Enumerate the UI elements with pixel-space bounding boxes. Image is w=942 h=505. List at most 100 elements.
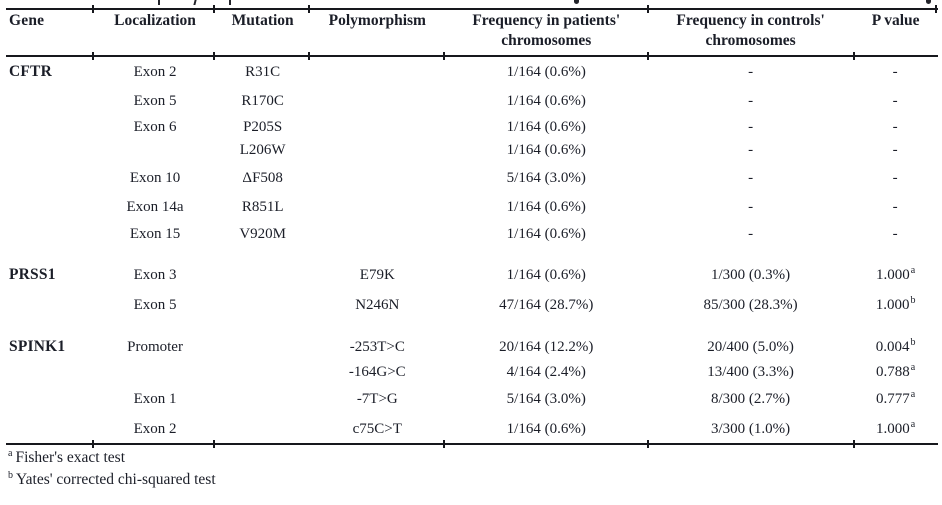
freq-controls-cell: 1/300 (0.3%) bbox=[711, 266, 791, 283]
p-value-cell: - bbox=[853, 170, 938, 187]
freq-patients-cell: 20/164 (12.2%) bbox=[499, 338, 594, 355]
table-row: Exon 5 R170C 1/164 (0.6%) - - bbox=[6, 87, 938, 115]
localization-cell: Exon 2 bbox=[133, 63, 177, 80]
p-value-text: - bbox=[892, 63, 898, 80]
header-freq-controls: Frequency in controls' chromosomes bbox=[676, 12, 825, 49]
column-boundary-tick bbox=[308, 5, 310, 13]
column-boundary-tick bbox=[853, 52, 855, 60]
header-rule bbox=[6, 52, 938, 60]
freq-controls-cell: - bbox=[748, 92, 754, 109]
column-boundary-tick bbox=[92, 52, 94, 60]
column-boundary-tick bbox=[647, 52, 649, 60]
table-row: Exon 6 P205S 1/164 (0.6%) - - bbox=[6, 115, 938, 139]
column-boundary-tick bbox=[308, 52, 310, 60]
p-value-footnote-marker: a bbox=[910, 418, 916, 430]
p-value-cell: 0.004b bbox=[853, 337, 938, 356]
caption-descender-fragment bbox=[574, 0, 579, 4]
mutation-cell: R851L bbox=[241, 199, 284, 215]
localization-cell: Exon 5 bbox=[133, 296, 177, 313]
polymorphism-cell: -164G>C bbox=[348, 364, 406, 380]
localization-cell: Exon 1 bbox=[133, 391, 177, 407]
table-row: L206W 1/164 (0.6%) - - bbox=[6, 139, 938, 162]
freq-patients-cell: 1/164 (0.6%) bbox=[506, 118, 586, 135]
caption-descender-fragment bbox=[193, 0, 197, 5]
column-boundary-tick bbox=[853, 440, 855, 448]
gene-cell: CFTR bbox=[9, 63, 52, 80]
p-value-cell: - bbox=[853, 142, 938, 159]
header-polymorphism: Polymorphism bbox=[328, 12, 426, 29]
localization-cell: Exon 6 bbox=[133, 118, 177, 135]
freq-controls-cell: - bbox=[748, 226, 754, 242]
freq-controls-cell: - bbox=[748, 142, 754, 158]
column-boundary-tick bbox=[443, 52, 445, 60]
mutation-cell: P205S bbox=[243, 118, 283, 135]
p-value-text: - bbox=[892, 92, 898, 109]
freq-patients-cell: 1/164 (0.6%) bbox=[506, 63, 586, 80]
localization-cell: Promoter bbox=[127, 338, 183, 355]
freq-controls-cell: 13/400 (3.3%) bbox=[707, 364, 794, 380]
p-value-text: 1.000 bbox=[876, 420, 910, 437]
column-boundary-tick bbox=[213, 52, 215, 60]
freq-patients-cell: 47/164 (28.7%) bbox=[499, 296, 594, 313]
p-value-text: 1.000 bbox=[875, 296, 910, 313]
p-value-cell: 0.788a bbox=[853, 362, 938, 381]
p-value-cell: 1.000a bbox=[853, 264, 938, 284]
p-value-cell: 0.777a bbox=[853, 390, 938, 408]
table-row: Exon 15 V920M 1/164 (0.6%) - - bbox=[6, 221, 938, 248]
column-boundary-tick bbox=[92, 440, 94, 448]
table-bottom-rule bbox=[6, 440, 938, 448]
p-value-cell: - bbox=[853, 226, 938, 243]
table-row: -164G>C 4/164 (2.4%) 13/400 (3.3%) 0.788… bbox=[6, 361, 938, 384]
table-body: CFTR Exon 2 R31C 1/164 (0.6%) - - Exon 5… bbox=[6, 57, 938, 443]
caption-descender-fragment bbox=[158, 0, 160, 5]
table-header-row: Gene Localization Mutation Polymorphism … bbox=[6, 11, 938, 51]
mutation-cell: ΔF508 bbox=[242, 169, 283, 186]
table-row: Exon 5 N246N 47/164 (28.7%) 85/300 (28.3… bbox=[6, 289, 938, 321]
freq-patients-cell: 1/164 (0.6%) bbox=[506, 420, 586, 437]
footnote-b: b Yates' corrected chi-squared test bbox=[8, 469, 216, 491]
table-top-rule bbox=[6, 5, 938, 13]
p-value-cell: - bbox=[853, 119, 938, 136]
gene-cell: PRSS1 bbox=[9, 266, 56, 283]
freq-controls-cell: - bbox=[748, 169, 754, 186]
freq-controls-cell: - bbox=[748, 199, 754, 215]
mutation-cell: V920M bbox=[239, 226, 286, 242]
freq-controls-cell: 3/300 (1.0%) bbox=[711, 420, 791, 437]
p-value-cell: - bbox=[853, 199, 938, 216]
localization-cell: Exon 2 bbox=[133, 420, 177, 437]
p-value-footnote-marker: a bbox=[910, 362, 916, 373]
localization-cell: Exon 5 bbox=[133, 92, 177, 109]
freq-controls-cell: - bbox=[748, 63, 754, 80]
footnote-text: Yates' corrected chi-squared test bbox=[16, 471, 216, 488]
localization-cell: Exon 3 bbox=[133, 266, 177, 283]
header-freq-patients: Frequency in patients' chromosomes bbox=[472, 12, 621, 49]
column-boundary-tick bbox=[935, 5, 937, 13]
table-row: Exon 1 -7T>G 5/164 (3.0%) 8/300 (2.7%) 0… bbox=[6, 384, 938, 415]
p-value-text: 0.788 bbox=[876, 364, 910, 380]
column-boundary-tick bbox=[213, 5, 215, 13]
freq-controls-cell: 85/300 (28.3%) bbox=[703, 296, 798, 313]
freq-controls-cell: 20/400 (5.0%) bbox=[707, 338, 794, 355]
freq-patients-cell: 1/164 (0.6%) bbox=[506, 142, 586, 158]
gene-cell: SPINK1 bbox=[9, 338, 66, 355]
localization-cell: Exon 10 bbox=[129, 169, 181, 186]
p-value-footnote-marker: a bbox=[910, 264, 916, 276]
polymorphism-cell: N246N bbox=[355, 296, 400, 313]
footnote-marker: b bbox=[8, 469, 13, 481]
header-gene: Gene bbox=[9, 12, 45, 29]
column-boundary-tick bbox=[647, 5, 649, 13]
header-p-value: P value bbox=[871, 12, 920, 29]
p-value-cell: - bbox=[853, 64, 938, 81]
caption-descender-fragment bbox=[926, 0, 931, 4]
p-value-text: 0.777 bbox=[876, 391, 910, 407]
table-row: PRSS1 Exon 3 E79K 1/164 (0.6%) 1/300 (0.… bbox=[6, 261, 938, 289]
footnote-marker: a bbox=[8, 447, 13, 459]
localization-cell: Exon 14a bbox=[126, 199, 184, 215]
footnote-text: Fisher's exact test bbox=[15, 449, 125, 466]
footnote-a: a Fisher's exact test bbox=[8, 447, 216, 469]
freq-patients-cell: 1/164 (0.6%) bbox=[506, 226, 586, 242]
freq-patients-cell: 5/164 (3.0%) bbox=[506, 169, 586, 186]
polymorphism-cell: E79K bbox=[359, 266, 395, 283]
mutation-cell: R31C bbox=[245, 63, 281, 80]
